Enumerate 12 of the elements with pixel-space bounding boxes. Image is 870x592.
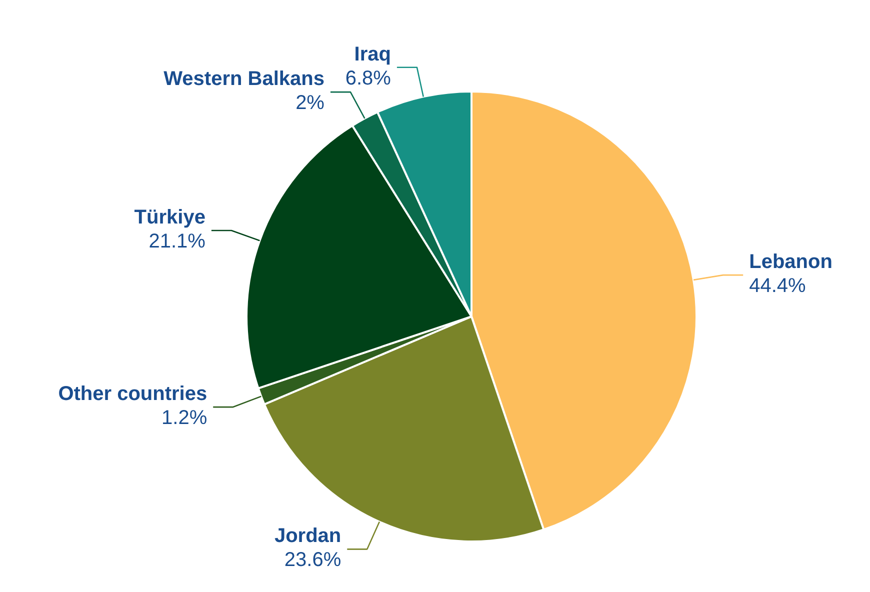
slice-label: Lebanon	[749, 251, 832, 274]
slice-label: Türkiye	[134, 206, 206, 229]
data-label: 1.2%	[162, 407, 208, 430]
slice-label: Jordan	[274, 525, 342, 548]
data-label: 44.4%	[749, 275, 806, 298]
slice-label: Iraq	[354, 43, 391, 66]
slice-label: Western Balkans	[164, 68, 324, 90]
slice-label: Other countries	[58, 383, 208, 406]
data-label: 2%	[296, 92, 325, 114]
data-label: 21.1%	[148, 230, 206, 253]
data-label: 23.6%	[284, 549, 342, 572]
data-label: 6.8%	[345, 67, 392, 90]
